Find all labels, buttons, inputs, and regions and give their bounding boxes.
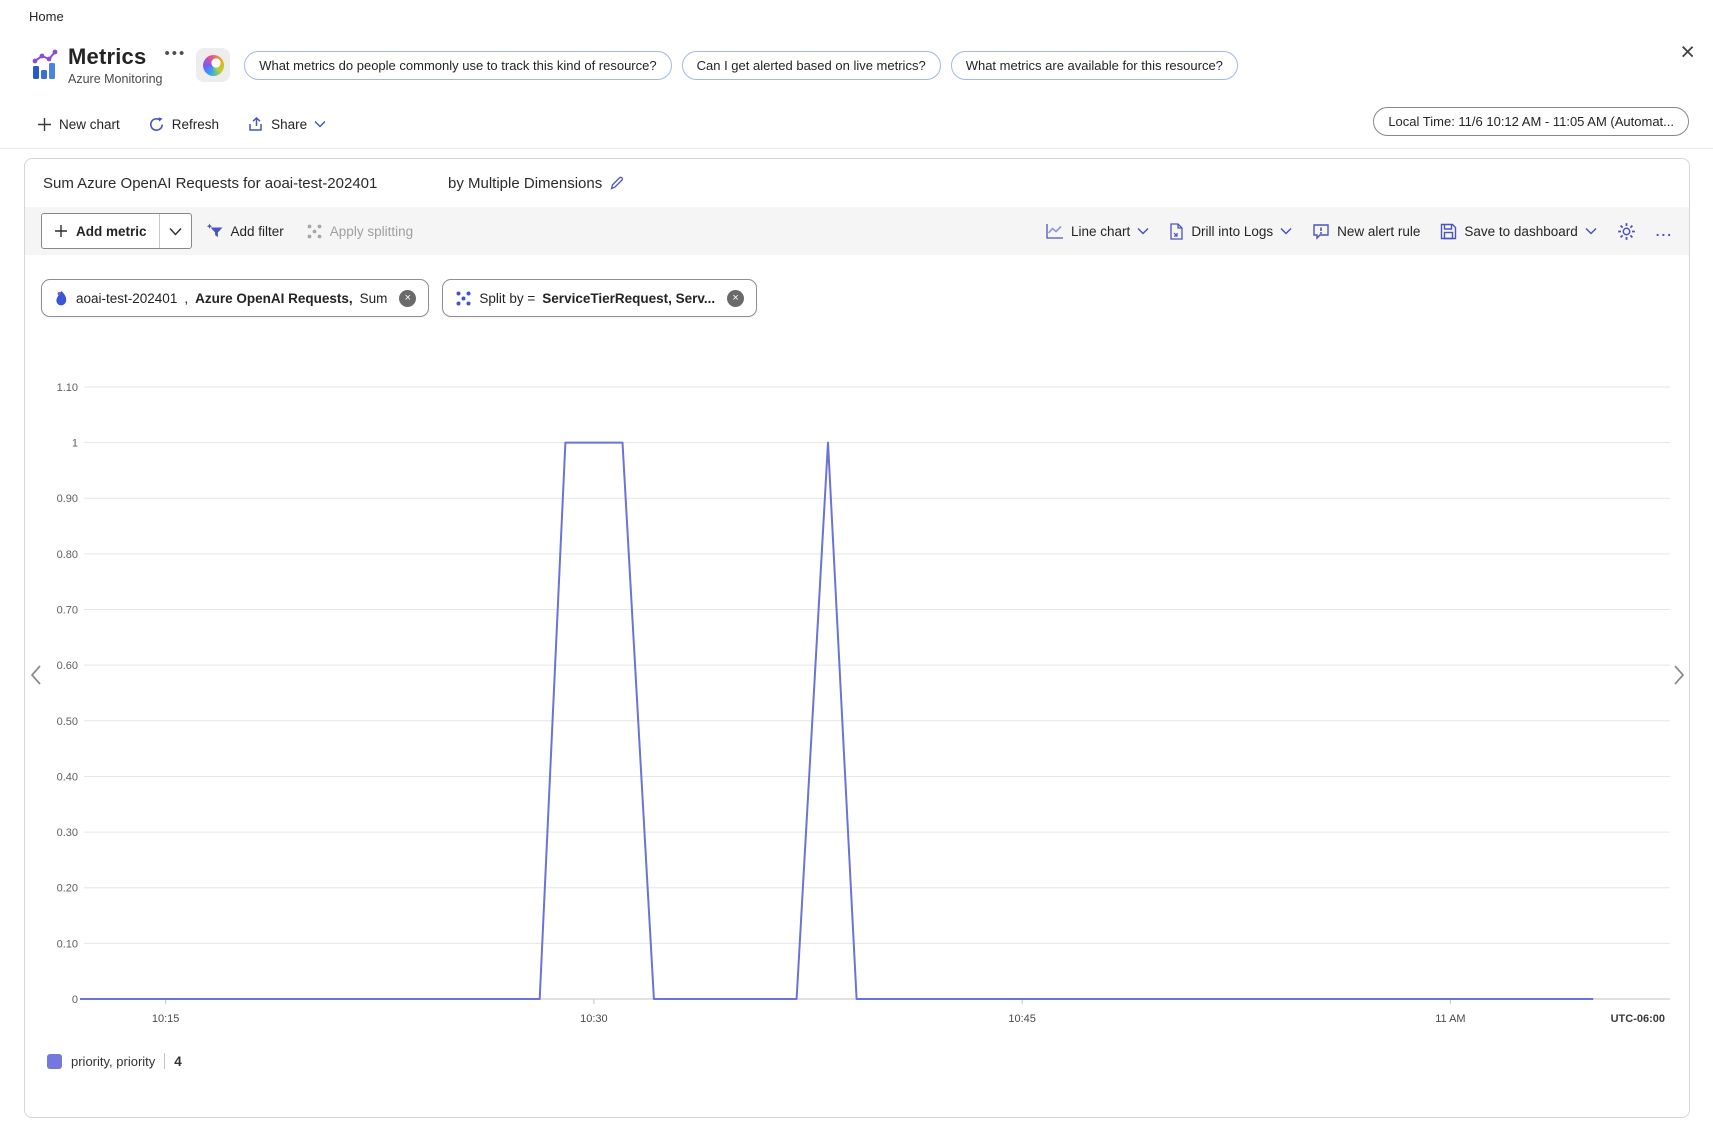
gear-icon (1617, 222, 1635, 240)
refresh-button[interactable]: Refresh (148, 116, 219, 133)
svg-text:0: 0 (72, 994, 78, 1006)
svg-text:10:45: 10:45 (1008, 1013, 1036, 1025)
page-header: Metrics ••• Azure Monitoring What metric… (24, 34, 1248, 96)
apply-splitting-button: Apply splitting (306, 223, 413, 240)
plus-icon (38, 117, 51, 131)
metric-aggregation: Sum (359, 290, 388, 306)
legend-series-label: priority, priority (71, 1053, 156, 1069)
metric-separator: , (184, 290, 189, 306)
alert-icon (1313, 223, 1329, 240)
chart-type-selector[interactable]: Line chart (1045, 223, 1149, 240)
legend-count: 4 (174, 1053, 182, 1069)
close-icon[interactable]: × (1680, 38, 1695, 66)
svg-text:0.50: 0.50 (57, 716, 78, 728)
time-range-picker[interactable]: Local Time: 11/6 10:12 AM - 11:05 AM (Au… (1373, 107, 1689, 136)
resource-icon (56, 290, 67, 305)
svg-text:0.20: 0.20 (57, 883, 78, 895)
chevron-down-icon (168, 227, 182, 236)
svg-text:10:15: 10:15 (152, 1013, 180, 1025)
chevron-down-icon (314, 120, 326, 128)
save-icon (1441, 223, 1457, 239)
split-icon (307, 224, 322, 238)
svg-text:UTC-06:00: UTC-06:00 (1611, 1013, 1665, 1025)
copilot-logo (202, 54, 224, 76)
chevron-right-icon (1674, 665, 1685, 685)
share-icon (249, 116, 262, 131)
metric-pill[interactable]: aoai-test-202401 , Azure OpenAI Requests… (41, 279, 430, 317)
metric-definition-row: aoai-test-202401 , Azure OpenAI Requests… (41, 279, 758, 317)
split-icon (456, 291, 471, 305)
page-title: Metrics (68, 44, 147, 69)
page-subtitle: Azure Monitoring (68, 72, 163, 86)
split-by-value: ServiceTierRequest, Serv... (542, 290, 716, 306)
metric-resource: aoai-test-202401 (76, 290, 178, 306)
filter-icon (206, 223, 223, 237)
svg-text:10:30: 10:30 (580, 1013, 608, 1025)
line-chart-icon (1046, 223, 1064, 239)
metrics-line-chart[interactable]: 0 0.10 0.20 0.30 0.40 0.50 0.60 0.70 0.80 0.90 1 1.… (25, 331, 1690, 1041)
legend-swatch (47, 1053, 62, 1069)
chart-legend[interactable]: priority, priority 4 (47, 1053, 182, 1069)
refresh-icon (149, 116, 163, 131)
chevron-down-icon (1137, 227, 1149, 235)
metrics-logo-icon (24, 45, 64, 85)
remove-split-icon[interactable]: × (727, 289, 745, 307)
split-dimensions-label[interactable]: by Multiple Dimensions (448, 174, 603, 192)
copilot-suggestion-chip-1[interactable]: What metrics do people commonly use to t… (244, 50, 672, 80)
copilot-icon[interactable] (196, 48, 231, 82)
svg-text:0.70: 0.70 (57, 605, 78, 617)
chart-scroll-right-button[interactable] (1672, 663, 1688, 687)
chevron-down-icon (1280, 227, 1292, 235)
split-pill[interactable]: Split by = ServiceTierRequest, Serv... × (442, 279, 758, 317)
chevron-down-icon (1585, 227, 1597, 235)
add-metric-button[interactable]: Add metric (41, 213, 192, 249)
chart-title: Sum Azure OpenAI Requests for aoai-test-… (43, 174, 378, 192)
command-bar: New chart Refresh Share Local Time: 11/6… (37, 107, 1689, 141)
plus-icon (55, 225, 67, 237)
svg-text:0.90: 0.90 (57, 493, 78, 505)
svg-text:0.10: 0.10 (57, 938, 78, 950)
add-metric-dropdown[interactable] (158, 214, 191, 248)
copilot-suggestion-chip-3[interactable]: What metrics are available for this reso… (950, 50, 1238, 80)
header-divider (0, 148, 1713, 149)
split-by-prefix: Split by = (479, 290, 536, 306)
chart-scroll-left-button[interactable] (29, 663, 45, 687)
save-to-dashboard-button[interactable]: Save to dashboard (1440, 223, 1597, 240)
chart-card: Sum Azure OpenAI Requests for aoai-test-… (24, 158, 1690, 1118)
add-filter-button[interactable]: Add filter (206, 223, 284, 240)
svg-text:11 AM: 11 AM (1435, 1013, 1465, 1025)
svg-text:0.80: 0.80 (57, 549, 78, 561)
document-icon (1170, 222, 1183, 240)
chart-plot-area: 0 0.10 0.20 0.30 0.40 0.50 0.60 0.70 0.80 0.90 1 1.… (25, 331, 1690, 1041)
copilot-suggestion-chip-2[interactable]: Can I get alerted based on live metrics? (681, 50, 941, 80)
svg-text:1.10: 1.10 (57, 382, 78, 394)
chart-title-row: Sum Azure OpenAI Requests for aoai-test-… (43, 159, 1671, 207)
svg-text:0.60: 0.60 (57, 660, 78, 672)
share-button[interactable]: Share (247, 116, 326, 133)
chart-toolbar: Add metric Add filter (25, 207, 1689, 255)
chevron-left-icon (30, 665, 41, 685)
svg-text:0.40: 0.40 (57, 771, 78, 783)
chart-settings-button[interactable] (1617, 222, 1636, 241)
more-commands-icon[interactable]: ... (1655, 223, 1673, 239)
svg-text:1: 1 (72, 438, 78, 450)
edit-pencil-icon[interactable] (609, 175, 625, 191)
metric-name: Azure OpenAI Requests, (195, 290, 353, 306)
new-chart-button[interactable]: New chart (37, 117, 120, 132)
new-alert-rule-button[interactable]: New alert rule (1312, 223, 1420, 240)
breadcrumb[interactable]: Home (29, 9, 64, 24)
remove-metric-icon[interactable]: × (399, 289, 417, 307)
svg-text:0.30: 0.30 (57, 827, 78, 839)
legend-divider (164, 1053, 166, 1069)
more-options-icon[interactable]: ••• (164, 44, 187, 62)
drill-into-logs-button[interactable]: Drill into Logs (1169, 222, 1292, 240)
